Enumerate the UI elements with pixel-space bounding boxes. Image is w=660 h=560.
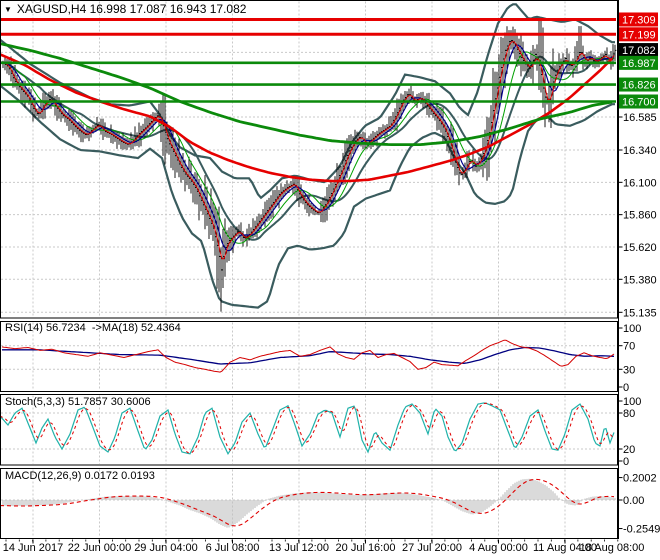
price-tick-label: 15.135 — [623, 307, 657, 319]
stoch-pane[interactable] — [0, 394, 618, 466]
rsi-tick-label: 70 — [623, 341, 635, 353]
macd-pane[interactable] — [0, 468, 618, 539]
chart-symbol-period: XAGUSD,H4 — [16, 2, 87, 16]
stoch-k-line — [1, 402, 615, 456]
svg-text:16.987: 16.987 — [622, 58, 656, 70]
rsi-pane-content — [1, 339, 615, 373]
chart-title: ▼ XAGUSD,H4 16.998 17.087 16.943 17.082 — [4, 2, 246, 16]
price-tick-label: 16.585 — [623, 112, 657, 124]
chart-ohlc-values: 16.998 17.087 16.943 17.082 — [89, 2, 247, 16]
stoch-tick-label: 80 — [623, 408, 635, 420]
macd-signal-line — [1, 478, 615, 527]
bollinger-lower-band — [1, 84, 615, 309]
chart-dropdown-icon[interactable]: ▼ — [4, 5, 12, 14]
time-axis-label: 6 Jul 08:00 — [206, 542, 260, 554]
price-tick-label: 15.620 — [623, 242, 657, 254]
price-tick-label: 16.340 — [623, 145, 657, 157]
price-tick-label: 15.860 — [623, 210, 657, 222]
svg-text:16.826: 16.826 — [622, 80, 656, 92]
macd-tick-label: 0.00 — [623, 495, 644, 507]
svg-text:17.199: 17.199 — [622, 29, 656, 41]
time-axis-label: 18 Aug 08:00 — [580, 542, 645, 554]
time-axis-label: 29 Jun 04:00 — [134, 542, 198, 554]
time-axis-label: 22 Jun 00:00 — [68, 542, 132, 554]
stoch-pane-grid — [32, 395, 566, 464]
stoch-tick-label: 20 — [623, 444, 635, 456]
macd-tick-label: -0.2549 — [623, 524, 660, 536]
green-ma-line — [1, 42, 613, 146]
macd-tick-label: 0.2002 — [623, 473, 657, 485]
time-axis-label: 13 Jul 12:00 — [269, 542, 329, 554]
main-pane[interactable] — [0, 0, 618, 319]
svg-text:17.309: 17.309 — [622, 14, 656, 26]
time-axis-label: 27 Jul 20:00 — [402, 542, 462, 554]
time-axis-label: 20 Jul 16:00 — [336, 542, 396, 554]
stoch-tick-label: 0 — [623, 456, 629, 468]
price-tick-label: 15.380 — [623, 274, 657, 286]
time-axis-label: 11 Aug 04:00 — [533, 542, 597, 554]
rsi-line — [1, 339, 615, 373]
price-axis-boxed-label-17.082: 17.082 — [619, 43, 658, 58]
macd-indicator-label: MACD(12,26,9) 0.0172 0.0193 — [5, 470, 155, 482]
thin-navy-ma-line — [1, 44, 615, 252]
price-axis-boxed-label-16.987: 16.987 — [619, 55, 658, 70]
rsi-tick-label: 30 — [623, 364, 635, 376]
svg-text:16.700: 16.700 — [622, 97, 656, 109]
main-pane-content — [1, 3, 617, 312]
stoch-tick-label: 100 — [623, 396, 641, 408]
thin-green-ma-line — [1, 51, 615, 244]
macd-pane-content — [1, 478, 616, 528]
rsi-tick-label: 100 — [623, 323, 641, 335]
price-axis-boxed-label-16.700: 16.700 — [619, 94, 658, 109]
price-axis-boxed-label-16.826: 16.826 — [619, 77, 658, 92]
stoch-indicator-label: Stoch(5,3,3) 51.7857 30.6006 — [5, 396, 151, 408]
rsi-indicator-label: RSI(14) 56.7234 ->MA(18) 52.4364 — [5, 322, 181, 334]
price-axis-boxed-label-17.199: 17.199 — [619, 27, 658, 42]
stoch-d-line — [1, 402, 615, 454]
time-axis-label: 14 Jun 2017 — [3, 542, 64, 554]
price-tick-label: 16.100 — [623, 177, 657, 189]
time-axis-label: 4 Aug 00:00 — [469, 542, 528, 554]
thin-red-ma-line — [1, 41, 615, 260]
stoch-pane-content — [1, 402, 615, 456]
svg-text:17.082: 17.082 — [622, 45, 656, 57]
rsi-pane[interactable] — [0, 321, 618, 392]
rsi-tick-label: 0 — [623, 382, 629, 394]
main-pane-grid — [32, 1, 566, 317]
price-axis-boxed-label-17.309: 17.309 — [619, 12, 658, 27]
